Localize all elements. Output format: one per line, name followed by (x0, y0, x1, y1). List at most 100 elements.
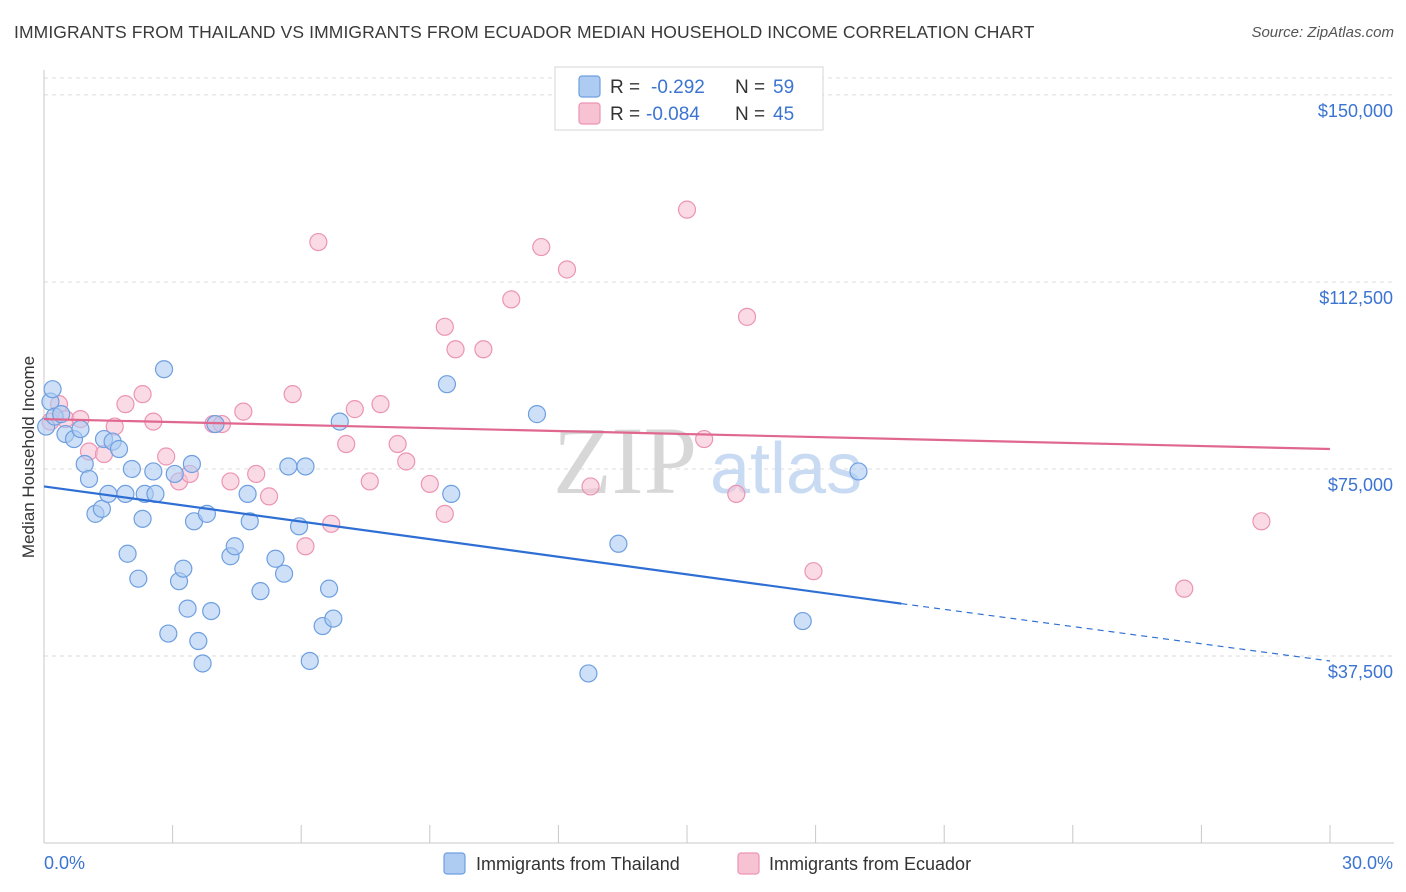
ecuador-point (259, 487, 279, 506)
thailand-point (240, 512, 259, 531)
thailand-point (174, 559, 193, 578)
ecuador-point (296, 537, 315, 556)
ecuador-swatch (578, 102, 601, 125)
ecuador-point (727, 484, 746, 504)
ecuador-point (247, 464, 266, 484)
thailand-point (324, 609, 343, 628)
ecuador-n-label: N = (735, 104, 765, 125)
thailand-n-value: 59 (773, 77, 794, 98)
trend-lines (43, 417, 1331, 662)
y-tick-label-0: $37,500 (1328, 662, 1393, 682)
y-tick-label-1: $75,000 (1328, 475, 1393, 495)
x-tick-label-max: 30.0% (1342, 853, 1393, 873)
y-tick-label-2: $112,500 (1319, 288, 1393, 308)
ecuador-point (221, 472, 240, 491)
thailand-point (178, 599, 197, 618)
y-tick-labels: $37,500 $75,000 $112,500 $150,000 (1318, 101, 1393, 682)
ecuador-point (345, 400, 364, 419)
ecuador-point (695, 429, 714, 449)
thailand-point (144, 462, 163, 481)
thailand-point (437, 375, 457, 394)
thailand-swatch (578, 75, 601, 98)
legend-thailand-swatch (443, 852, 466, 875)
thailand-point (330, 412, 349, 431)
ecuador-point (234, 402, 253, 421)
ecuador-point (1252, 512, 1271, 531)
ecuador-point (1175, 579, 1194, 598)
ecuador-point (474, 340, 493, 359)
thailand-point (154, 360, 174, 379)
ecuador-point (337, 434, 356, 454)
ecuador-point (420, 474, 439, 494)
thailand-point (71, 419, 90, 439)
ecuador-point (371, 395, 390, 414)
ecuador-point (116, 395, 135, 414)
thailand-point (75, 454, 94, 474)
thailand-point (133, 509, 152, 528)
ecuador-r-value: -0.084 (646, 104, 700, 125)
ecuador-point (388, 434, 407, 454)
watermark: ZIP atlas (553, 407, 862, 514)
thailand-point (118, 544, 137, 563)
thailand-point (609, 534, 628, 553)
thailand-point (165, 464, 184, 484)
thailand-point (202, 601, 221, 621)
ecuador-point (157, 447, 176, 466)
thailand-r-value: -0.292 (651, 77, 705, 98)
thailand-point (109, 439, 129, 459)
thailand-point (129, 569, 148, 588)
ecuador-point (309, 232, 328, 252)
thailand-point (527, 405, 547, 424)
ecuador-point (283, 385, 302, 404)
ecuador-point (446, 340, 465, 359)
thailand-point (296, 457, 315, 476)
thailand-point (442, 484, 461, 504)
thailand-point (579, 664, 598, 683)
thailand-point (300, 651, 319, 671)
thailand-point (266, 549, 285, 568)
thailand-point (193, 654, 212, 673)
thailand-point (92, 499, 111, 518)
y-axis-label: Median Household Income (19, 356, 38, 558)
axes (43, 70, 1394, 844)
thailand-point (79, 469, 99, 489)
thailand-point (182, 454, 201, 474)
thailand-point (793, 611, 812, 631)
ecuador-point (737, 307, 757, 326)
series-thailand-points (37, 360, 868, 683)
ecuador-n-value: 45 (773, 104, 794, 125)
series-legend: Immigrants from Thailand Immigrants from… (443, 852, 971, 875)
legend-ecuador-label: Immigrants from Ecuador (769, 854, 971, 874)
thailand-point (225, 537, 244, 556)
watermark-zip: ZIP (553, 407, 697, 514)
thailand-trend-line (43, 485, 902, 605)
ecuador-point (360, 472, 379, 491)
thailand-point (122, 459, 141, 479)
thailand-n-label: N = (735, 77, 765, 98)
ecuador-point (581, 477, 600, 496)
ecuador-point (532, 237, 551, 257)
ecuador-point (435, 504, 454, 523)
ecuador-trend-line (43, 417, 1331, 451)
ecuador-point (804, 562, 823, 581)
thailand-point (238, 484, 257, 504)
thailand-point (319, 579, 339, 598)
ecuador-point (133, 385, 152, 404)
thailand-point (849, 462, 868, 481)
thailand-point (279, 457, 298, 476)
ecuador-point (557, 260, 577, 279)
source-credit: Source: ZipAtlas.com (1251, 24, 1394, 41)
thailand-point (251, 582, 270, 601)
x-tick-label-min: 0.0% (44, 853, 85, 873)
thailand-point (43, 380, 62, 399)
legend-thailand-label: Immigrants from Thailand (476, 854, 680, 874)
y-tick-label-3: $150,000 (1318, 101, 1393, 121)
series-ecuador-points (41, 200, 1271, 598)
grid-lines (44, 77, 1394, 657)
ecuador-point (677, 200, 697, 219)
thailand-point (274, 564, 294, 583)
ecuador-point (435, 317, 454, 336)
thailand-r-label: R = (610, 77, 640, 98)
stats-legend: R = -0.292 N = 59 R = -0.084 N = 45 (554, 66, 824, 131)
